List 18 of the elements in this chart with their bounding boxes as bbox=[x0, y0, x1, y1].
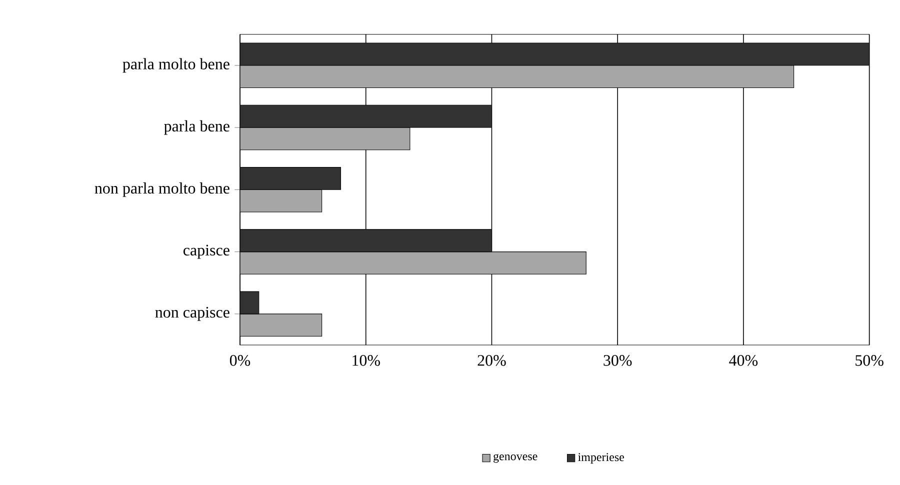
bar bbox=[240, 167, 341, 190]
x-tick-label: 50% bbox=[856, 355, 884, 366]
y-tick-label: parla bene bbox=[164, 120, 230, 135]
x-tick-label: 0% bbox=[230, 355, 250, 366]
x-tick-label: 40% bbox=[729, 355, 758, 366]
legend-label: genovese bbox=[494, 454, 538, 463]
legend-label: imperiese bbox=[578, 453, 624, 464]
y-tick-label: non parla molto bene bbox=[94, 182, 230, 197]
bar bbox=[240, 229, 492, 252]
bar bbox=[240, 104, 492, 128]
x-tick-label: 30% bbox=[604, 355, 632, 366]
x-tick-label: 20% bbox=[478, 355, 506, 366]
y-tick-label: capisce bbox=[183, 244, 230, 259]
bar bbox=[240, 291, 260, 314]
bar bbox=[240, 42, 870, 66]
x-tick-label: 10% bbox=[352, 355, 380, 366]
y-tick-label: parla molto bene bbox=[122, 58, 230, 73]
y-tick-label: non capisce bbox=[155, 306, 230, 321]
